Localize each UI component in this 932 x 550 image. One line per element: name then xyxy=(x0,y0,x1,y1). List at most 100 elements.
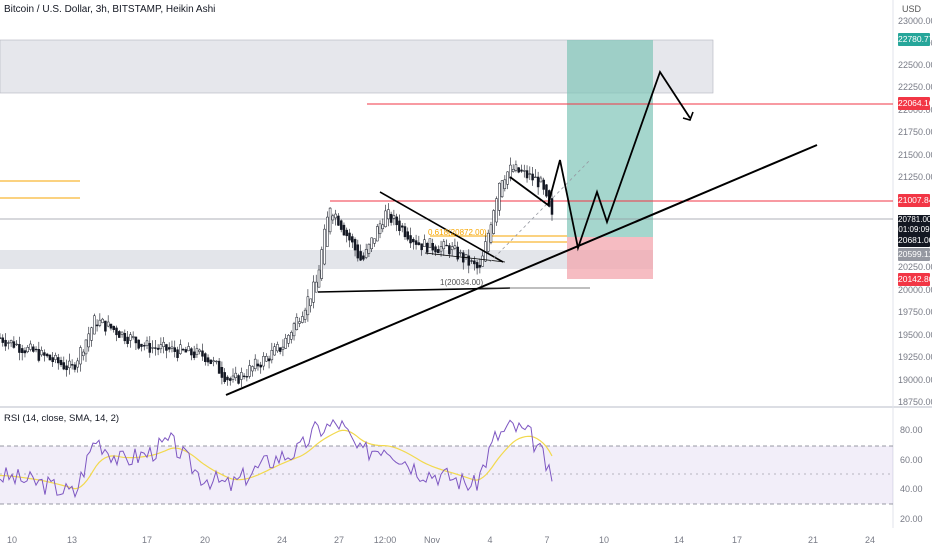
candle-body xyxy=(145,340,149,346)
candle-body xyxy=(109,323,113,329)
candle-body xyxy=(68,360,71,369)
candle-body xyxy=(481,255,484,267)
candle-body xyxy=(326,216,329,247)
candle-body xyxy=(306,296,310,316)
candle-body xyxy=(531,173,534,181)
candle-body xyxy=(464,254,468,258)
candle-body xyxy=(134,336,138,344)
candle-body xyxy=(439,246,443,252)
candle-body xyxy=(267,358,271,362)
candle-body xyxy=(542,179,545,190)
candle-body xyxy=(179,344,182,354)
candle-body xyxy=(423,239,426,248)
candle-body xyxy=(192,351,196,358)
candle-body xyxy=(12,341,16,348)
candle-body xyxy=(334,213,337,219)
candle-body xyxy=(395,216,398,226)
target-zone xyxy=(567,40,653,237)
candle-body xyxy=(486,232,490,252)
candle-body xyxy=(112,325,115,330)
price-tick: 21250.00 xyxy=(898,172,932,182)
candle-body xyxy=(206,357,210,363)
price-tick: 19250.00 xyxy=(898,352,932,362)
candle-body xyxy=(242,375,246,378)
candle-body xyxy=(190,348,193,356)
time-tick: 4 xyxy=(487,535,493,545)
time-tick: 17 xyxy=(731,535,743,545)
candle-body xyxy=(273,346,276,356)
candle-body xyxy=(387,209,390,220)
candle-body xyxy=(409,235,412,244)
candle-body xyxy=(159,344,163,350)
candle-body xyxy=(528,173,532,175)
candle-body xyxy=(459,252,462,254)
candle-body xyxy=(118,331,121,338)
candle-body xyxy=(428,238,432,249)
fib-label: 0.618(20872.00) xyxy=(428,228,487,237)
candle-body xyxy=(59,359,63,366)
candle-countdown: 01:09:09 xyxy=(898,225,930,235)
candle-body xyxy=(40,350,43,356)
candle-body xyxy=(284,337,287,349)
candle-body xyxy=(292,323,296,337)
price-tick: 19750.00 xyxy=(898,307,932,317)
rsi-line xyxy=(0,418,553,499)
candle-body xyxy=(245,376,249,378)
candle-body xyxy=(520,169,523,172)
candle-body xyxy=(201,350,204,357)
time-tick: 14 xyxy=(673,535,685,545)
candle-body xyxy=(500,180,504,198)
candle-body xyxy=(375,226,379,242)
candle-body xyxy=(498,182,501,211)
candle-body xyxy=(320,249,324,279)
candle-body xyxy=(456,246,459,260)
candle-body xyxy=(295,316,299,330)
candle-body xyxy=(90,327,93,341)
candle-body xyxy=(370,237,373,250)
price-tick: 20000.00 xyxy=(898,285,932,295)
candle-body xyxy=(348,232,351,241)
target-price-badge: 22780.77 xyxy=(898,33,932,46)
candle-body xyxy=(34,348,38,351)
projected-path xyxy=(509,69,691,252)
candle-body xyxy=(523,170,526,172)
candle-body xyxy=(525,170,529,179)
candle-body xyxy=(345,229,348,237)
candle-body xyxy=(18,344,21,353)
rsi-indicator-label[interactable]: RSI (14, close, SMA, 14, 2) xyxy=(4,413,120,424)
candle-body xyxy=(478,264,482,268)
candle-body xyxy=(51,357,54,363)
candle-body xyxy=(156,347,160,350)
candle-body xyxy=(303,309,307,320)
candle-body xyxy=(495,198,498,223)
candle-body xyxy=(84,339,88,355)
candle-body xyxy=(378,223,382,235)
candle-body xyxy=(70,364,74,366)
candle-body xyxy=(104,320,107,332)
level-price-badge: 20681.00 xyxy=(898,234,932,247)
candle-body xyxy=(187,346,190,352)
candle-body xyxy=(195,348,199,356)
candle-body xyxy=(148,343,152,353)
candle-body xyxy=(101,318,104,324)
candle-body xyxy=(251,366,254,372)
candle-body xyxy=(20,348,24,353)
ascending-trendline[interactable] xyxy=(225,144,818,396)
candle-body xyxy=(262,356,265,367)
time-tick: 13 xyxy=(66,535,78,545)
candle-body xyxy=(253,358,257,369)
candle-body xyxy=(506,171,509,185)
candle-body xyxy=(473,260,476,265)
price-tick: 19500.00 xyxy=(898,330,932,340)
candle-body xyxy=(43,352,46,356)
candle-body xyxy=(81,351,85,357)
candle-body xyxy=(364,249,368,258)
candle-body xyxy=(167,347,171,350)
candle-body xyxy=(323,228,326,265)
candle-body xyxy=(278,347,282,352)
time-tick: 24 xyxy=(864,535,876,545)
candle-body xyxy=(489,224,493,243)
candle-body xyxy=(417,242,421,246)
candle-body xyxy=(79,347,82,365)
